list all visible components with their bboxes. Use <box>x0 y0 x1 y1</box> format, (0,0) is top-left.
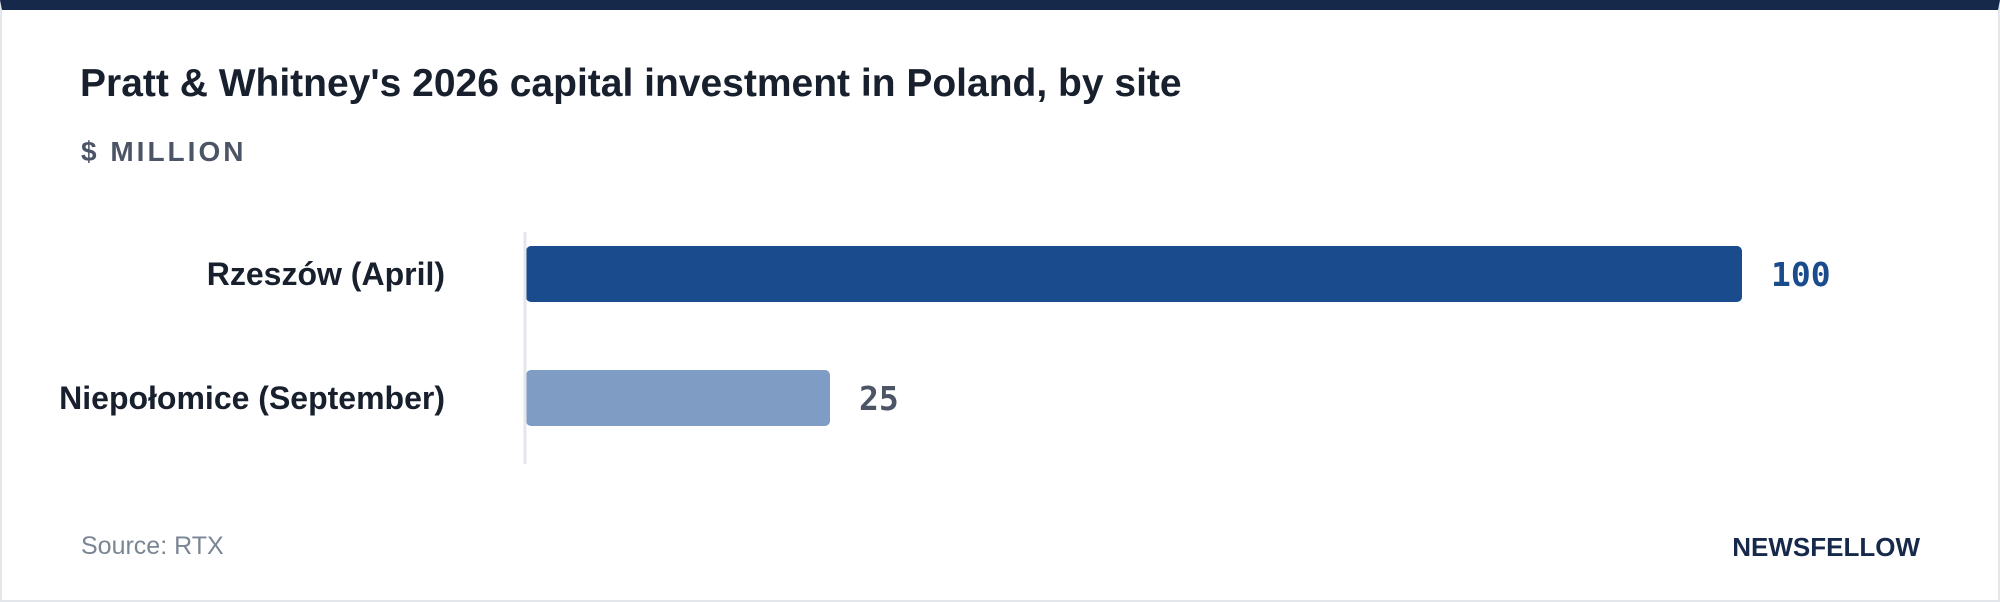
bar-0 <box>526 246 1742 302</box>
bar-chart-svg: Rzeszów (April) 100 Niepołomice (September… <box>59 232 1831 464</box>
value-label-0: 100 <box>1771 255 1831 294</box>
value-label-1: 25 <box>859 379 899 418</box>
chart-title: Pratt & Whitney's 2026 capital investmen… <box>80 62 1182 105</box>
category-label-0: Rzeszów (April) <box>207 256 445 292</box>
brand-logo: NEWSFELLOW <box>1732 532 1920 562</box>
bar-1 <box>526 370 830 426</box>
source-note: Source: RTX <box>81 532 224 560</box>
category-label-1: Niepołomice (September) <box>59 380 445 416</box>
bar-chart: Rzeszów (April) 100 Niepołomice (September… <box>2 220 1998 470</box>
chart-unit: $ MILLION <box>81 136 247 167</box>
